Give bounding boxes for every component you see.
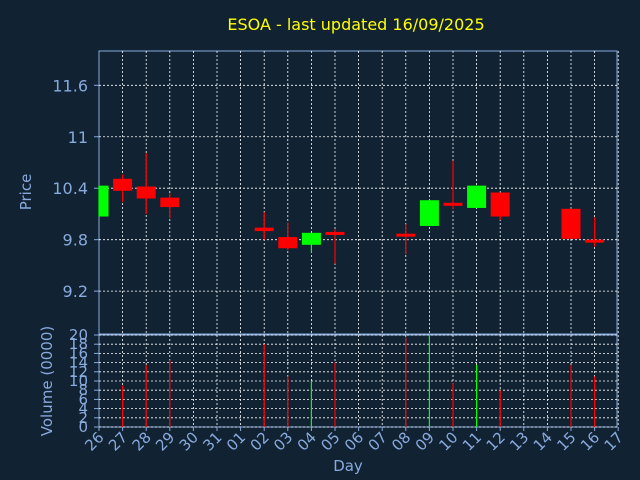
x-tick-label: 13 bbox=[506, 428, 532, 454]
x-tick-label: 15 bbox=[553, 428, 579, 454]
candle-body bbox=[419, 200, 439, 226]
x-tick-label: 29 bbox=[152, 428, 178, 454]
candle-body bbox=[136, 186, 156, 199]
volume-tick-label: 6 bbox=[78, 390, 88, 408]
x-tick-label: 14 bbox=[530, 428, 556, 454]
candle-body bbox=[585, 239, 605, 243]
candle-body bbox=[467, 185, 487, 208]
x-tick-label: 12 bbox=[483, 428, 509, 454]
x-tick-label: 02 bbox=[247, 428, 273, 454]
candle-body bbox=[490, 192, 510, 217]
x-tick-label: 03 bbox=[270, 428, 296, 454]
candle-body bbox=[396, 233, 416, 237]
price-tick-label: 11.6 bbox=[52, 76, 88, 95]
price-axis-label: Price bbox=[17, 174, 35, 211]
x-tick-label: 08 bbox=[388, 428, 414, 454]
candle-body bbox=[254, 227, 274, 232]
volume-tick-label: 10 bbox=[69, 372, 88, 390]
volume-tick-label: 12 bbox=[69, 363, 88, 381]
price-panel: 9.2 9.8 10.4 11 11.6 bbox=[52, 50, 619, 335]
x-tick-label: 07 bbox=[365, 428, 391, 454]
candle-body bbox=[325, 231, 345, 235]
price-plot-frame bbox=[98, 50, 618, 335]
price-tick-label: 9.8 bbox=[63, 231, 88, 250]
x-tick-label: 09 bbox=[412, 428, 438, 454]
volume-tick-label: 16 bbox=[69, 344, 88, 362]
x-tick-label: 04 bbox=[294, 428, 320, 454]
price-tick-label: 10.4 bbox=[52, 179, 88, 198]
x-tick-label: 06 bbox=[341, 428, 367, 454]
candle-body bbox=[160, 197, 180, 208]
candle-body bbox=[99, 185, 109, 217]
x-tick-label: 10 bbox=[435, 428, 461, 454]
volume-tick-label: 4 bbox=[78, 400, 88, 418]
x-tick-label: 05 bbox=[317, 428, 343, 454]
volume-tick-label: 0 bbox=[78, 418, 88, 436]
price-tick-label: 9.2 bbox=[63, 282, 88, 301]
x-tick-label: 30 bbox=[176, 428, 202, 454]
x-tick-label: 16 bbox=[577, 428, 603, 454]
candle-body bbox=[561, 208, 581, 239]
candle-body bbox=[113, 178, 133, 191]
x-axis-label: Day bbox=[333, 457, 363, 475]
x-tick-label: 27 bbox=[105, 428, 131, 454]
x-tick-label: 11 bbox=[459, 428, 485, 454]
volume-panel: 0246810121416182026272829303101020304050… bbox=[69, 326, 627, 455]
x-tick-label: 28 bbox=[129, 428, 155, 454]
volume-tick-label: 20 bbox=[69, 326, 88, 344]
x-tick-label: 17 bbox=[601, 428, 627, 454]
chart-title: ESOA - last updated 16/09/2025 bbox=[227, 15, 484, 34]
candle-body bbox=[301, 232, 321, 245]
volume-tick-label: 14 bbox=[69, 354, 88, 372]
candle-body bbox=[278, 237, 298, 249]
x-tick-label: 01 bbox=[223, 428, 249, 454]
x-tick-label: 31 bbox=[199, 428, 225, 454]
volume-tick-label: 8 bbox=[78, 381, 88, 399]
volume-axis-label: Volume (0000) bbox=[38, 326, 56, 436]
volume-tick-label: 2 bbox=[78, 409, 88, 427]
price-tick-label: 11 bbox=[68, 128, 88, 147]
candle-body bbox=[443, 202, 463, 206]
volume-tick-label: 18 bbox=[69, 335, 88, 353]
